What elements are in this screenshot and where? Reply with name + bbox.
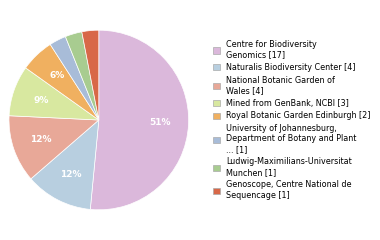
Text: 51%: 51% xyxy=(149,118,171,127)
Wedge shape xyxy=(31,120,99,210)
Text: 9%: 9% xyxy=(33,96,49,105)
Wedge shape xyxy=(25,44,99,120)
Wedge shape xyxy=(82,30,99,120)
Wedge shape xyxy=(65,32,99,120)
Text: 6%: 6% xyxy=(49,71,64,80)
Text: 12%: 12% xyxy=(60,170,82,179)
Legend: Centre for Biodiversity
Genomics [17], Naturalis Biodiversity Center [4], Nation: Centre for Biodiversity Genomics [17], N… xyxy=(214,40,371,200)
Wedge shape xyxy=(50,37,99,120)
Text: 12%: 12% xyxy=(30,135,52,144)
Wedge shape xyxy=(90,30,188,210)
Wedge shape xyxy=(9,68,99,120)
Wedge shape xyxy=(9,116,99,179)
